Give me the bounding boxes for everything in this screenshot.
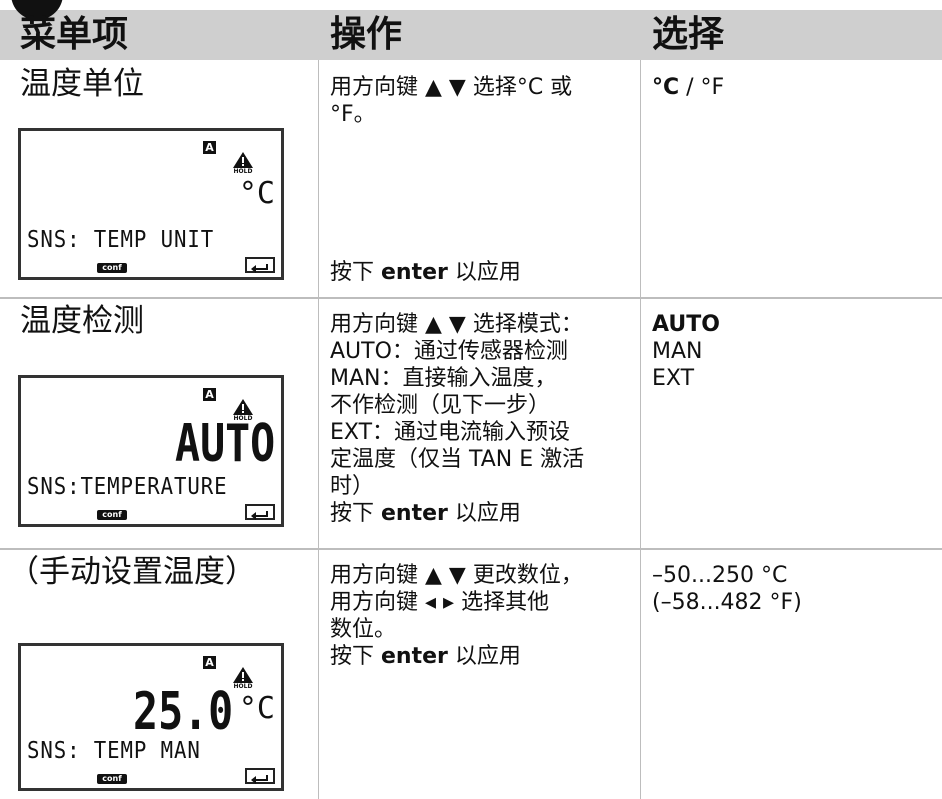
text-run: 按下: [330, 501, 381, 526]
text-run: 按下: [330, 644, 381, 669]
lcd-unit: °C: [238, 176, 275, 211]
text-run: EXT：通过电流输入预设: [330, 420, 571, 445]
action-line: 用方向键 ▲ ▼ 更改数位，: [330, 562, 583, 589]
enter-arrow: [251, 775, 268, 784]
hold-label: HOLD: [233, 683, 253, 690]
choice: –50...250 °C: [652, 562, 787, 589]
text-run: 用方向键 ▲ ▼ 选择°C 或: [330, 75, 573, 100]
text-run: 用方向键 ▲ ▼ 更改数位，: [330, 563, 583, 588]
action-line: °F。: [330, 101, 376, 128]
column-divider: [318, 60, 319, 799]
column-header: 菜单项: [20, 14, 129, 55]
text-run: enter: [381, 501, 448, 526]
text-run: °F。: [330, 102, 376, 127]
choice: MAN: [652, 338, 703, 365]
hold-label: HOLD: [233, 415, 253, 422]
action-line: 按下 enter 以应用: [330, 500, 521, 527]
column-header: 选择: [652, 14, 725, 55]
step-badge: [11, 0, 63, 20]
choice: (–58...482 °F): [652, 589, 802, 616]
action-line: 数位。: [330, 616, 396, 643]
text-run: (–58...482 °F): [652, 590, 802, 615]
text-run: –50...250 °C: [652, 563, 788, 588]
text-run: MAN：直接输入温度，: [330, 366, 557, 391]
text-run: 以应用: [447, 260, 521, 285]
text-run: °C: [652, 75, 680, 100]
action-line: 用方向键 ▲ ▼ 选择°C 或: [330, 74, 572, 101]
header-band: [0, 10, 942, 60]
action-line: 按下 enter 以应用: [330, 643, 521, 670]
hold-triangle: [233, 667, 253, 683]
text-run: 不作检测（见下一步）: [330, 393, 551, 418]
choice: EXT: [652, 365, 694, 392]
action-line: 不作检测（见下一步）: [330, 392, 550, 419]
hold-triangle: [233, 399, 253, 415]
choice: °C / °F: [652, 74, 724, 101]
enter-key: [245, 504, 275, 520]
lcd-value: 25.0: [132, 682, 233, 742]
enter-key: [245, 257, 275, 273]
lcd-message: SNS:TEMPERATURE: [27, 474, 228, 500]
text-run: 按下: [330, 260, 381, 285]
lcd-display: A HOLD AUTO SNS:TEMPERATURE conf: [18, 375, 284, 527]
hold-icon: HOLD: [231, 151, 255, 177]
enter-arrow: [251, 264, 268, 273]
lcd-unit: °C: [238, 691, 275, 726]
action-line: MAN：直接输入温度，: [330, 365, 557, 392]
column-divider: [640, 60, 641, 799]
text-run: 用方向键 ◂ ▸ 选择其他: [330, 590, 550, 615]
choice: AUTO: [652, 311, 720, 338]
action-confirm: 按下 enter 以应用: [330, 259, 521, 286]
lcd-mode: conf: [97, 774, 127, 784]
text-run: 以应用: [447, 644, 521, 669]
text-run: enter: [381, 644, 448, 669]
text-run: 定温度（仅当 TAN E 激活: [330, 447, 585, 472]
text-run: MAN: [652, 339, 703, 364]
lcd-display: A HOLD °C SNS: TEMP UNIT conf: [18, 128, 284, 280]
row-divider: [0, 548, 942, 550]
text-run: / °F: [679, 75, 725, 100]
lcd-message: SNS: TEMP MAN: [27, 738, 201, 764]
hold-triangle: [233, 152, 253, 168]
hold-icon: HOLD: [231, 398, 255, 424]
menu-item: 温度检测: [20, 303, 144, 339]
text-run: EXT: [652, 366, 695, 391]
action-line: 用方向键 ▲ ▼ 选择模式：: [330, 311, 583, 338]
text-run: 用方向键 ▲ ▼ 选择模式：: [330, 312, 583, 337]
lcd-display: A HOLD 25.0 °C SNS: TEMP MAN conf: [18, 643, 284, 791]
lcd-mode: conf: [97, 263, 127, 273]
hold-icon: HOLD: [231, 666, 255, 692]
text-run: 时）: [330, 474, 375, 499]
lcd-indicator: A: [203, 388, 216, 401]
lcd-message: SNS: TEMP UNIT: [27, 227, 215, 253]
text-run: AUTO: [652, 312, 720, 337]
action-line: EXT：通过电流输入预设: [330, 419, 570, 446]
text-run: enter: [381, 260, 448, 285]
action-line: AUTO：通过传感器检测: [330, 338, 568, 365]
text-run: 数位。: [330, 617, 397, 642]
hold-label: HOLD: [233, 168, 253, 175]
row-divider: [0, 297, 942, 299]
enter-key: [245, 768, 275, 784]
lcd-indicator: A: [203, 141, 216, 154]
enter-arrow: [251, 511, 268, 520]
lcd-indicator: A: [203, 656, 216, 669]
menu-item: （手动设置温度）: [8, 554, 256, 590]
menu-item: 温度单位: [20, 66, 144, 102]
lcd-value: AUTO: [174, 414, 275, 474]
lcd-mode: conf: [97, 510, 127, 520]
action-line: 用方向键 ◂ ▸ 选择其他: [330, 589, 549, 616]
text-run: 以应用: [447, 501, 521, 526]
text-run: AUTO：通过传感器检测: [330, 339, 568, 364]
action-line: 时）: [330, 473, 374, 500]
column-header: 操作: [330, 14, 403, 55]
action-line: 定温度（仅当 TAN E 激活: [330, 446, 584, 473]
